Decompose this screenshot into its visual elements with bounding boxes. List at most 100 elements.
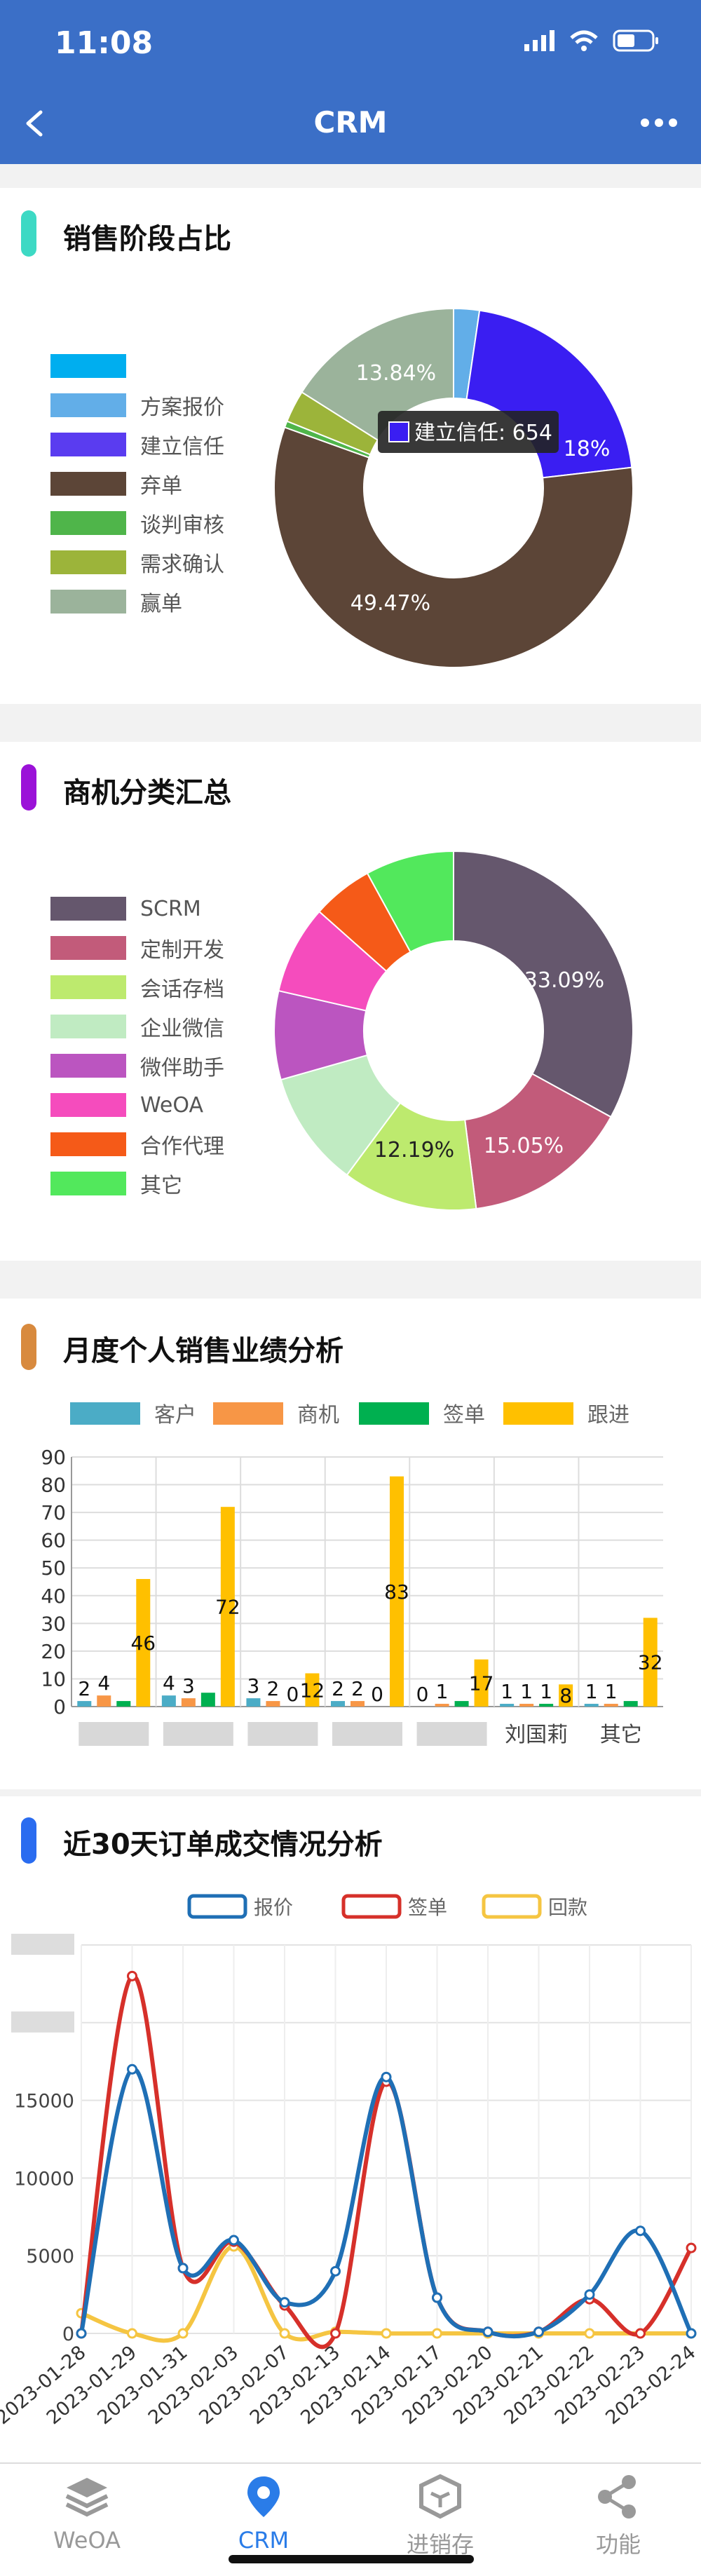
- section-indicator: [21, 210, 36, 257]
- bar[interactable]: [77, 1701, 92, 1707]
- bar[interactable]: [500, 1704, 515, 1707]
- bar-value-label: 17: [469, 1672, 494, 1695]
- legend-swatch: [50, 1015, 126, 1038]
- data-point[interactable]: [229, 2235, 239, 2246]
- data-point[interactable]: [432, 2328, 442, 2339]
- bar[interactable]: [559, 1684, 573, 1707]
- donut-slice[interactable]: [453, 850, 634, 1118]
- tab-crm[interactable]: CRM: [193, 2474, 334, 2554]
- more-icon[interactable]: [638, 112, 680, 133]
- donut-label: 33.09%: [524, 968, 604, 993]
- data-point[interactable]: [381, 2328, 392, 2339]
- data-point[interactable]: [635, 2328, 646, 2339]
- bar[interactable]: [435, 1704, 449, 1707]
- bar[interactable]: [390, 1476, 404, 1707]
- data-point[interactable]: [686, 2242, 697, 2253]
- legend-item[interactable]: 方案报价: [50, 386, 224, 425]
- data-point[interactable]: [432, 2292, 442, 2303]
- data-point[interactable]: [584, 2328, 595, 2339]
- bar[interactable]: [623, 1701, 638, 1707]
- orders-card: 近30天订单成交情况分析 报价 签单 回款 0 5000 10000 15000 2023-0…: [0, 1796, 701, 2462]
- data-point[interactable]: [330, 2328, 341, 2339]
- series-line[interactable]: [79, 1974, 693, 2350]
- legend-item[interactable]: WeOA: [50, 1085, 224, 1125]
- data-point[interactable]: [279, 2297, 290, 2308]
- data-point[interactable]: [330, 2265, 341, 2277]
- legend-item[interactable]: 弃单: [50, 464, 224, 503]
- bar[interactable]: [97, 1695, 111, 1707]
- bar[interactable]: [266, 1701, 280, 1707]
- bar[interactable]: [539, 1704, 554, 1707]
- bar[interactable]: [643, 1618, 658, 1707]
- data-point[interactable]: [686, 2328, 697, 2339]
- bar[interactable]: [350, 1701, 365, 1707]
- back-arrow-icon[interactable]: [14, 102, 56, 144]
- nav-bar: CRM: [0, 81, 701, 164]
- bar[interactable]: [474, 1659, 489, 1707]
- legend-swatch: [50, 936, 126, 960]
- opportunity-legend: SCRM 定制开发 会话存档 企业微信 微伴助手 WeOA 合作代理其它: [50, 889, 224, 1203]
- legend-item[interactable]: 需求确认: [50, 543, 224, 582]
- data-point[interactable]: [381, 2071, 392, 2082]
- x-tick-label: 其它: [600, 1723, 642, 1747]
- donut-slice[interactable]: [366, 850, 454, 954]
- legend-label: 其它: [140, 1174, 182, 1198]
- legend-item[interactable]: SCRM: [50, 889, 224, 928]
- legend-item[interactable]: 谈判审核: [50, 503, 224, 543]
- data-point[interactable]: [635, 2225, 646, 2237]
- bar-value-label: 1: [436, 1680, 449, 1703]
- legend-swatch: [50, 975, 126, 999]
- data-point[interactable]: [177, 2328, 189, 2339]
- bar[interactable]: [604, 1704, 618, 1707]
- bar[interactable]: [161, 1695, 176, 1707]
- legend-swatch: [213, 1402, 283, 1425]
- bar[interactable]: [331, 1701, 345, 1707]
- bar-value-label: 2: [267, 1677, 280, 1700]
- bar[interactable]: [136, 1579, 151, 1707]
- y-tick-label: 70: [41, 1501, 66, 1524]
- legend-label: 商机: [297, 1403, 339, 1428]
- bar[interactable]: [200, 1693, 215, 1707]
- bar-value-label: 83: [384, 1580, 409, 1604]
- legend-item[interactable]: [50, 346, 224, 386]
- data-point[interactable]: [482, 2326, 494, 2338]
- data-point[interactable]: [127, 1970, 137, 1981]
- legend-item[interactable]: 会话存档: [50, 968, 224, 1007]
- donut-slice[interactable]: [464, 1073, 612, 1210]
- tab-inventory[interactable]: 进销存: [370, 2474, 510, 2559]
- data-point[interactable]: [76, 2328, 87, 2339]
- data-point[interactable]: [533, 2326, 544, 2338]
- bar[interactable]: [584, 1704, 599, 1707]
- legend-item[interactable]: 微伴助手: [50, 1046, 224, 1085]
- legend-item[interactable]: 企业微信: [50, 1007, 224, 1046]
- legend-item[interactable]: 赢单: [50, 582, 224, 621]
- legend-item[interactable]: 其它: [50, 1164, 224, 1203]
- y-tick-label: 80: [41, 1474, 66, 1497]
- legend-swatch: [359, 1402, 429, 1425]
- series-line[interactable]: [79, 2067, 693, 2339]
- bar[interactable]: [246, 1698, 261, 1707]
- legend-item[interactable]: 合作代理: [50, 1125, 224, 1164]
- legend-label: 谈判审核: [140, 513, 224, 538]
- data-point[interactable]: [127, 2328, 137, 2339]
- data-point[interactable]: [177, 2263, 189, 2274]
- bar[interactable]: [181, 1698, 196, 1707]
- bar[interactable]: [220, 1507, 235, 1707]
- donut-slice[interactable]: [273, 426, 634, 668]
- tab-weoa[interactable]: WeOA: [17, 2474, 157, 2554]
- legend-label: SCRM: [140, 896, 201, 921]
- blurred-name: [163, 1722, 233, 1746]
- data-point[interactable]: [279, 2328, 290, 2339]
- bar[interactable]: [116, 1701, 131, 1707]
- section-indicator: [21, 1817, 36, 1864]
- bar[interactable]: [305, 1673, 320, 1707]
- tab-features[interactable]: 功能: [548, 2474, 688, 2559]
- bar[interactable]: [454, 1701, 469, 1707]
- data-point[interactable]: [584, 2289, 595, 2300]
- legend-swatch: [50, 550, 126, 574]
- legend-item[interactable]: 定制开发: [50, 928, 224, 968]
- location-pin-icon: [247, 2476, 280, 2517]
- legend-item[interactable]: 建立信任: [50, 425, 224, 464]
- bar[interactable]: [519, 1704, 534, 1707]
- data-point[interactable]: [127, 2063, 137, 2075]
